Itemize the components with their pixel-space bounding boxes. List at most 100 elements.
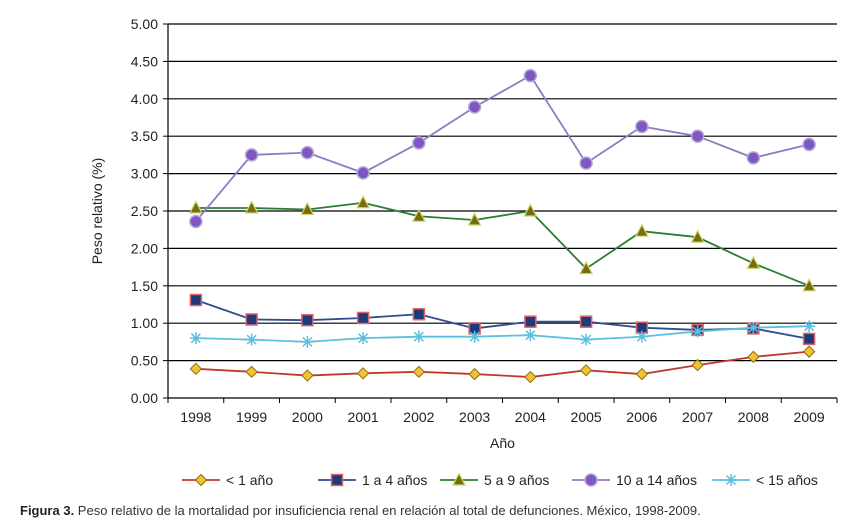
data-point	[802, 345, 816, 358]
data-point	[691, 358, 704, 372]
data-point	[245, 365, 258, 379]
data-point	[747, 350, 760, 364]
data-point	[523, 203, 538, 217]
data-point	[356, 367, 370, 380]
data-point	[690, 229, 705, 243]
y-tick-label: 1.50	[131, 278, 158, 294]
data-point	[635, 119, 649, 134]
x-axis-title: Año	[490, 435, 515, 451]
legend-label: 5 a 9 años	[484, 472, 549, 488]
data-point	[188, 200, 203, 214]
x-tick-label: 1998	[180, 409, 211, 425]
data-point	[468, 367, 481, 381]
data-point	[452, 472, 466, 486]
data-point	[802, 278, 817, 292]
data-point	[691, 325, 704, 338]
data-point	[524, 315, 537, 328]
legend-item: 1 a 4 años	[318, 472, 427, 488]
x-tick-label: 2009	[794, 409, 825, 425]
series	[189, 320, 816, 348]
data-point	[580, 333, 593, 346]
series	[189, 68, 816, 229]
x-tick-label: 2004	[515, 409, 546, 425]
y-tick-label: 2.50	[131, 203, 158, 219]
data-point	[411, 208, 426, 222]
y-tick-label: 0.00	[131, 390, 158, 406]
x-tick-label: 2005	[571, 409, 602, 425]
legend-label: 10 a 14 años	[616, 472, 697, 488]
data-point	[634, 223, 649, 237]
series	[189, 345, 816, 384]
data-point	[301, 335, 314, 348]
x-tick-label: 2006	[626, 409, 657, 425]
data-point	[524, 329, 537, 342]
data-point	[635, 367, 649, 381]
y-tick-label: 2.00	[131, 240, 158, 256]
data-point	[189, 332, 202, 345]
y-axis-title: Peso relativo (%)	[89, 158, 105, 265]
data-point	[189, 293, 203, 307]
data-point	[356, 311, 370, 325]
data-point	[467, 100, 482, 114]
series	[189, 293, 816, 346]
legend-label: < 1 año	[226, 472, 273, 488]
data-point	[356, 166, 370, 180]
legend-item: < 1 año	[182, 472, 273, 488]
x-tick-label: 2002	[403, 409, 434, 425]
data-point	[468, 330, 481, 343]
data-point	[357, 332, 370, 345]
legend-item: 10 a 14 años	[572, 472, 697, 488]
legend-item: < 15 años	[712, 472, 818, 488]
data-point	[584, 473, 598, 487]
legend-label: 1 a 4 años	[362, 472, 427, 488]
data-point	[803, 320, 816, 333]
y-tick-label: 4.00	[131, 91, 158, 107]
data-point	[579, 260, 594, 275]
x-tick-label: 1999	[236, 409, 267, 425]
y-tick-label: 3.50	[131, 128, 158, 144]
series-line	[195, 350, 810, 378]
y-tick-label: 0.50	[131, 353, 158, 369]
series-line	[195, 74, 810, 223]
y-tick-label: 3.00	[131, 166, 158, 182]
data-point	[725, 474, 737, 486]
data-point	[300, 145, 315, 160]
data-point	[194, 473, 208, 487]
x-tick-label: 2008	[738, 409, 769, 425]
line-chart: 0.00 0.50 1.00 1.50 2.00 2.50 3.00 3.50 4.00 4.50…	[89, 16, 838, 488]
data-point	[579, 156, 593, 170]
data-point	[245, 313, 258, 326]
y-tick-label: 1.00	[131, 315, 158, 331]
data-point	[467, 212, 482, 226]
data-point	[579, 315, 593, 328]
data-point	[244, 148, 259, 162]
figure-caption: Figura 3. Peso relativo de la mortalidad…	[20, 503, 701, 518]
series-line	[195, 325, 810, 343]
data-point	[412, 307, 426, 321]
data-point	[802, 332, 816, 346]
data-point	[244, 200, 259, 214]
series	[188, 194, 817, 292]
data-point	[523, 68, 538, 83]
x-tick-label: 2007	[682, 409, 713, 425]
x-tick-label: 2001	[348, 409, 379, 425]
data-point	[330, 473, 344, 487]
data-point	[189, 362, 203, 376]
data-point	[579, 364, 593, 377]
data-point	[301, 313, 314, 327]
data-point	[301, 369, 314, 382]
data-point	[747, 321, 760, 334]
data-point	[412, 330, 425, 343]
legend-item: 5 a 9 años	[440, 472, 549, 488]
data-point	[356, 194, 371, 209]
y-tick-label: 4.50	[131, 53, 158, 69]
legend-label: < 15 años	[756, 472, 818, 488]
data-point	[300, 201, 315, 216]
data-point	[189, 214, 203, 229]
data-point	[802, 137, 816, 152]
figure-caption-label: Figura 3.	[20, 503, 75, 518]
y-tick-label: 5.00	[131, 16, 158, 32]
x-tick-label: 2000	[292, 409, 323, 425]
figure-caption-text: Peso relativo de la mortalidad por insuf…	[74, 503, 701, 518]
x-tick-label: 2003	[459, 409, 490, 425]
